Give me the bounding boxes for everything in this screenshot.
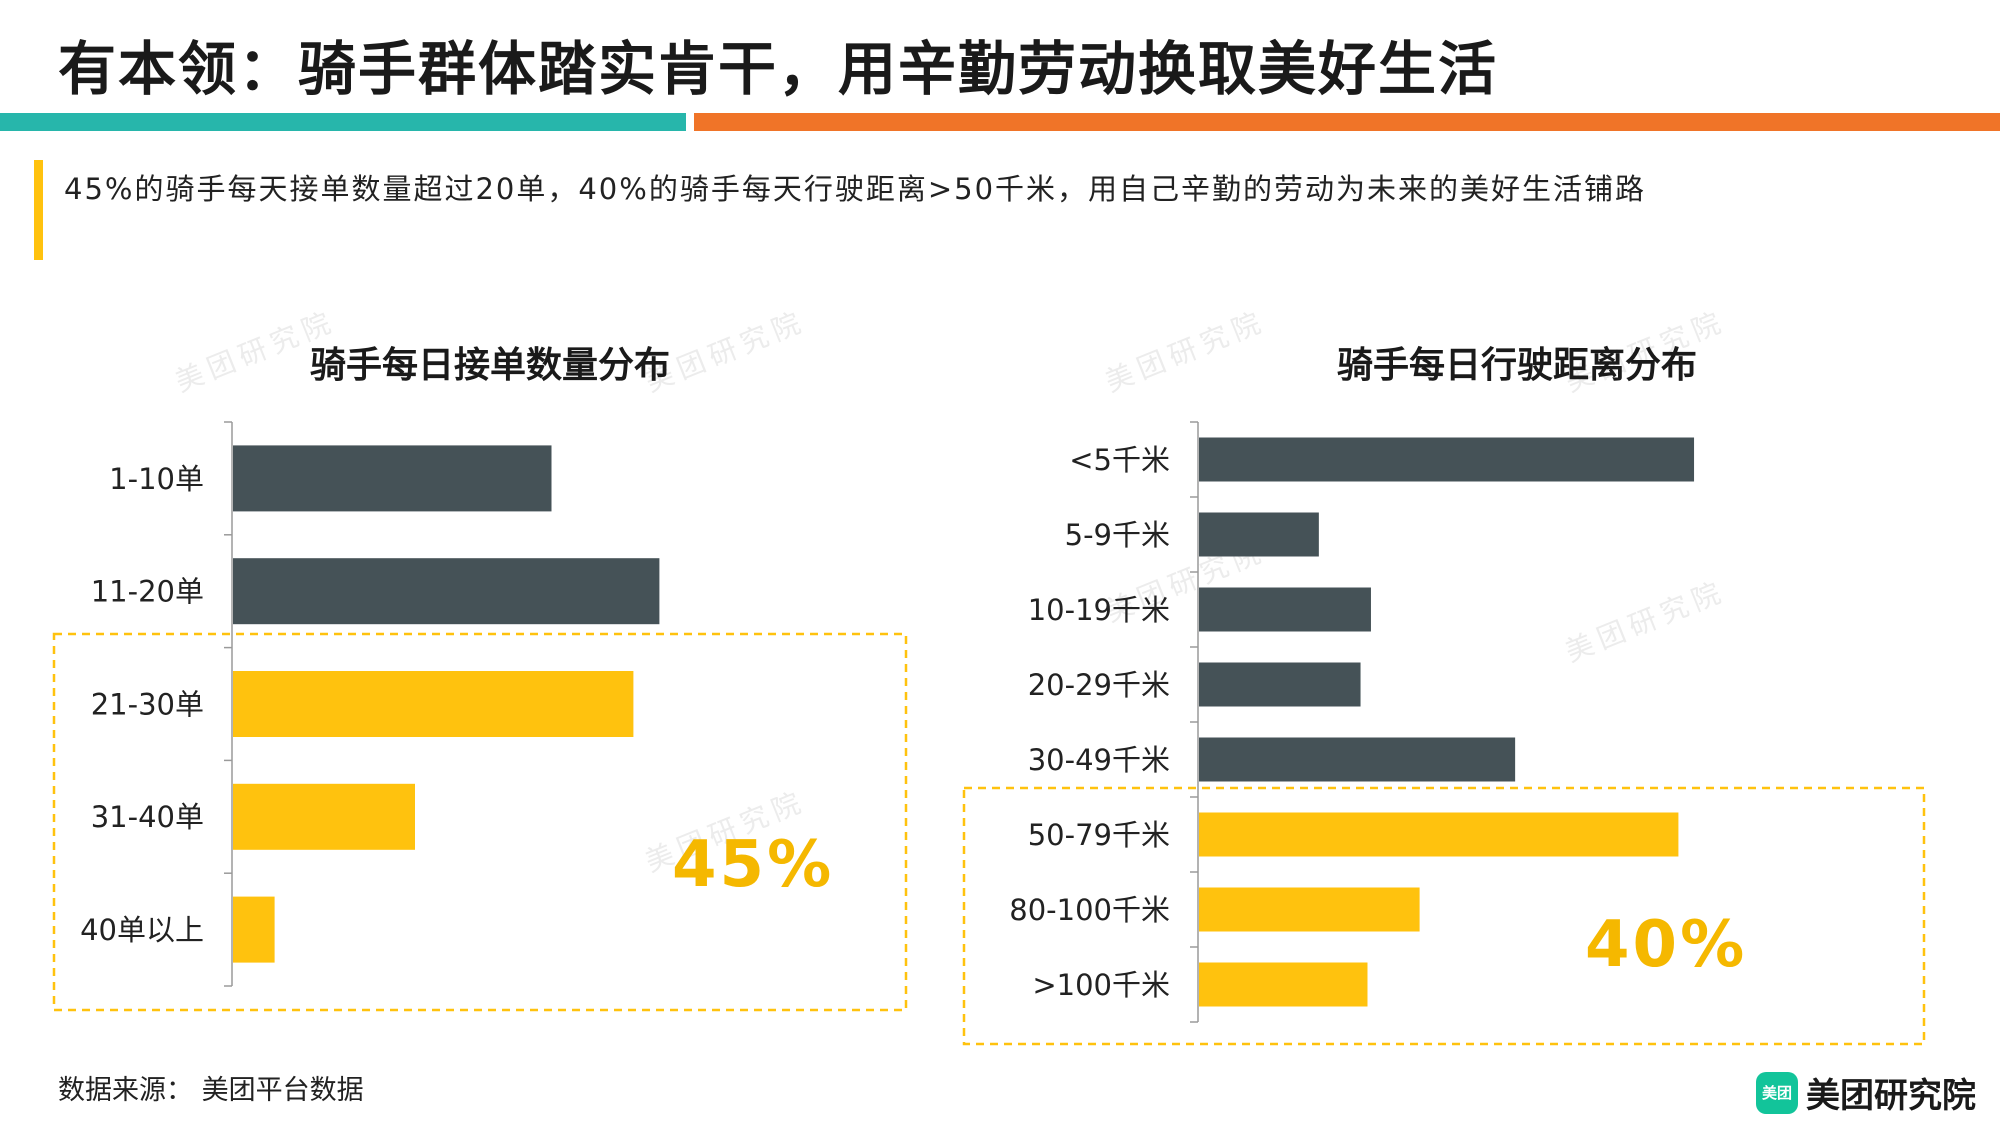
subtitle-accent-bar bbox=[34, 160, 43, 260]
bar bbox=[233, 445, 552, 512]
page-title: 有本领：骑手群体踏实肯干，用辛勤劳动换取美好生活 bbox=[58, 35, 1499, 103]
chart-title-distance: 骑手每日行驶距离分布 bbox=[1337, 345, 1698, 386]
callout-percentage: 40% bbox=[1585, 908, 1747, 982]
brand-logo: 美团 美团研究院 bbox=[1756, 1068, 1976, 1117]
bar bbox=[1199, 812, 1679, 857]
bar bbox=[1199, 662, 1361, 707]
bar bbox=[233, 671, 634, 737]
logo-text: 美团研究院 bbox=[1806, 1076, 1976, 1116]
category-label: 21-30单 bbox=[91, 687, 204, 721]
category-label: 80-100千米 bbox=[1009, 893, 1170, 927]
bar bbox=[1199, 437, 1695, 482]
bar bbox=[1199, 587, 1371, 632]
category-label: 20-29千米 bbox=[1028, 668, 1170, 702]
bar bbox=[1199, 737, 1516, 782]
header-divider-orange bbox=[694, 113, 2000, 131]
page-subtitle: 45%的骑手每天接单数量超过20单，40%的骑手每天行驶距离>50千米，用自己辛… bbox=[64, 172, 1647, 206]
category-label: <5千米 bbox=[1069, 443, 1170, 477]
callout-percentage: 45% bbox=[672, 828, 834, 902]
bar bbox=[1199, 962, 1368, 1007]
category-label: 40单以上 bbox=[80, 913, 204, 947]
category-label: 30-49千米 bbox=[1028, 743, 1170, 777]
category-label: 11-20单 bbox=[91, 575, 204, 609]
chart-title-orders: 骑手每日接单数量分布 bbox=[310, 345, 671, 386]
category-label: 5-9千米 bbox=[1065, 518, 1170, 552]
highlight-box bbox=[962, 786, 1926, 1046]
bar bbox=[1199, 512, 1319, 557]
header-divider-teal bbox=[0, 113, 686, 131]
highlight-box bbox=[52, 632, 908, 1012]
bar bbox=[233, 896, 275, 963]
bar bbox=[233, 783, 415, 850]
meituan-logo-icon: 美团 bbox=[1756, 1071, 1798, 1114]
data-source-note: 数据来源： 美团平台数据 bbox=[58, 1075, 364, 1106]
category-label: 50-79千米 bbox=[1028, 818, 1170, 852]
bar bbox=[1199, 887, 1420, 932]
category-label: 31-40单 bbox=[91, 800, 204, 834]
category-label: >100千米 bbox=[1032, 968, 1170, 1002]
bar bbox=[233, 558, 660, 625]
category-label: 10-19千米 bbox=[1028, 593, 1170, 627]
category-label: 1-10单 bbox=[109, 462, 204, 496]
